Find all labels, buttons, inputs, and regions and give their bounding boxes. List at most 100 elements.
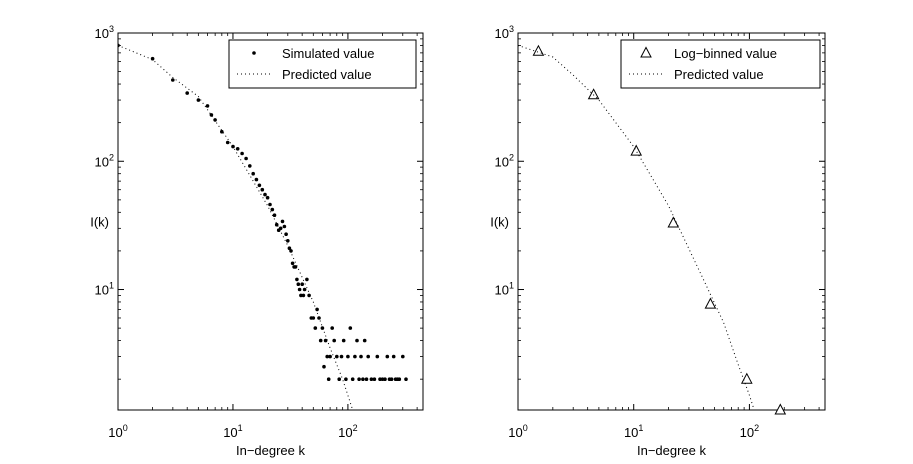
simulated-value-point	[185, 91, 189, 95]
simulated-value-point	[297, 287, 302, 292]
simulated-value-point	[305, 277, 309, 282]
right-chart-panel: 100 101 102 101 102 103 In−degree k I(k) Log−bin…	[490, 24, 826, 458]
simulated-value-point	[313, 326, 318, 330]
simulated-value-point	[355, 338, 359, 343]
axes-frame	[117, 32, 424, 411]
simulated-value-point	[337, 377, 342, 382]
predicted-value-line	[118, 44, 354, 411]
simulated-value-point	[282, 224, 287, 229]
simulated-value-point	[286, 239, 290, 243]
simulated-value-point	[332, 338, 337, 343]
legend-label: Log−binned value	[674, 46, 777, 61]
simulated-value-point	[251, 171, 255, 176]
simulated-value-point	[346, 354, 350, 359]
y-tick-label: 102	[495, 152, 514, 169]
simulated-value-point	[383, 377, 387, 382]
simulated-value-point	[361, 377, 365, 382]
x-tick-label: 101	[624, 423, 643, 440]
simulated-value-point	[323, 338, 328, 343]
simulated-value-point	[254, 177, 259, 182]
simulated-value-point	[196, 98, 201, 102]
plot-area	[518, 44, 787, 415]
y-tick-label: 103	[95, 24, 114, 41]
simulated-value-point	[385, 354, 390, 359]
y-axis-label: I(k)	[490, 215, 509, 230]
legend: Log−binned value Predicted value	[620, 39, 821, 89]
simulated-value-point	[209, 113, 214, 117]
axes-frame	[517, 32, 826, 411]
legend-box	[228, 39, 417, 89]
log-binned-value-marker	[587, 88, 600, 100]
simulated-value-point	[296, 282, 301, 287]
simulated-value-point	[380, 377, 385, 382]
simulated-value-point	[225, 140, 230, 145]
simulated-value-point	[235, 147, 240, 151]
simulated-value-point	[284, 232, 288, 236]
simulated-value-point	[350, 377, 355, 382]
left-chart-panel: 100 101 102 101 102 103 In−degree k I(k) Simulat…	[90, 24, 424, 458]
simulated-value-point	[330, 326, 335, 330]
simulated-value-point	[280, 219, 285, 224]
log-binned-value-marker	[704, 297, 717, 309]
y-tick-label: 101	[95, 281, 114, 298]
simulated-value-point	[391, 354, 396, 359]
legend-label: Predicted value	[282, 67, 372, 82]
simulated-value-point	[328, 354, 332, 359]
simulated-value-point	[302, 287, 307, 292]
simulated-value-point	[401, 354, 405, 359]
simulated-value-point	[300, 282, 305, 287]
x-axis-label: In−degree k	[637, 443, 707, 458]
simulated-value-point	[341, 338, 346, 343]
legend-label: Predicted value	[674, 67, 764, 82]
simulated-value-point	[359, 354, 363, 359]
x-tick-label: 102	[740, 423, 759, 440]
simulated-value-point	[295, 277, 299, 282]
simulated-value-point	[150, 56, 155, 61]
log-binned-value-marker	[774, 403, 787, 415]
simulated-value-point	[307, 293, 311, 298]
legend: Simulated value Predicted value	[228, 39, 417, 89]
legend-dot-swatch	[252, 51, 256, 55]
simulated-value-point	[375, 354, 380, 359]
simulated-value-point	[268, 202, 272, 207]
simulated-value-point	[397, 377, 402, 382]
x-tick-label: 100	[108, 423, 127, 440]
simulated-value-point	[357, 377, 361, 382]
simulated-value-point	[293, 265, 298, 269]
legend-label: Simulated value	[282, 46, 375, 61]
simulated-value-point	[244, 156, 248, 161]
simulated-value-point	[320, 326, 325, 330]
simulated-value-point	[290, 261, 295, 266]
y-axis-label: I(k)	[90, 215, 109, 230]
simulated-value-point	[205, 104, 210, 108]
simulated-value-point	[272, 213, 277, 217]
simulated-value-point	[404, 377, 408, 382]
simulated-value-point	[289, 249, 293, 253]
y-tick-label: 102	[95, 152, 114, 169]
simulated-value-point	[213, 118, 217, 122]
legend-triangle-swatch	[640, 46, 652, 58]
legend-box	[620, 39, 821, 89]
y-tick-label: 103	[495, 24, 514, 41]
simulated-value-point	[274, 222, 279, 227]
x-tick-label: 101	[223, 423, 242, 440]
log-binned-value-marker	[740, 372, 753, 384]
simulated-value-point	[344, 377, 348, 382]
simulated-value-point	[220, 129, 224, 134]
simulated-value-point	[339, 354, 344, 359]
simulated-value-point	[311, 316, 316, 320]
simulated-value-point	[364, 377, 369, 382]
simulated-value-point	[366, 354, 371, 359]
simulated-value-point	[317, 316, 321, 320]
simulated-value-point	[378, 377, 382, 382]
plot-area	[118, 43, 408, 411]
simulated-value-point	[335, 354, 339, 359]
x-tick-label: 102	[338, 423, 357, 440]
simulated-value-point	[325, 354, 330, 359]
x-tick-label: 100	[508, 423, 527, 440]
simulated-value-point	[265, 195, 270, 200]
simulated-value-point	[270, 207, 275, 212]
simulated-value-point	[353, 354, 357, 359]
log-binned-value-marker	[532, 44, 545, 56]
